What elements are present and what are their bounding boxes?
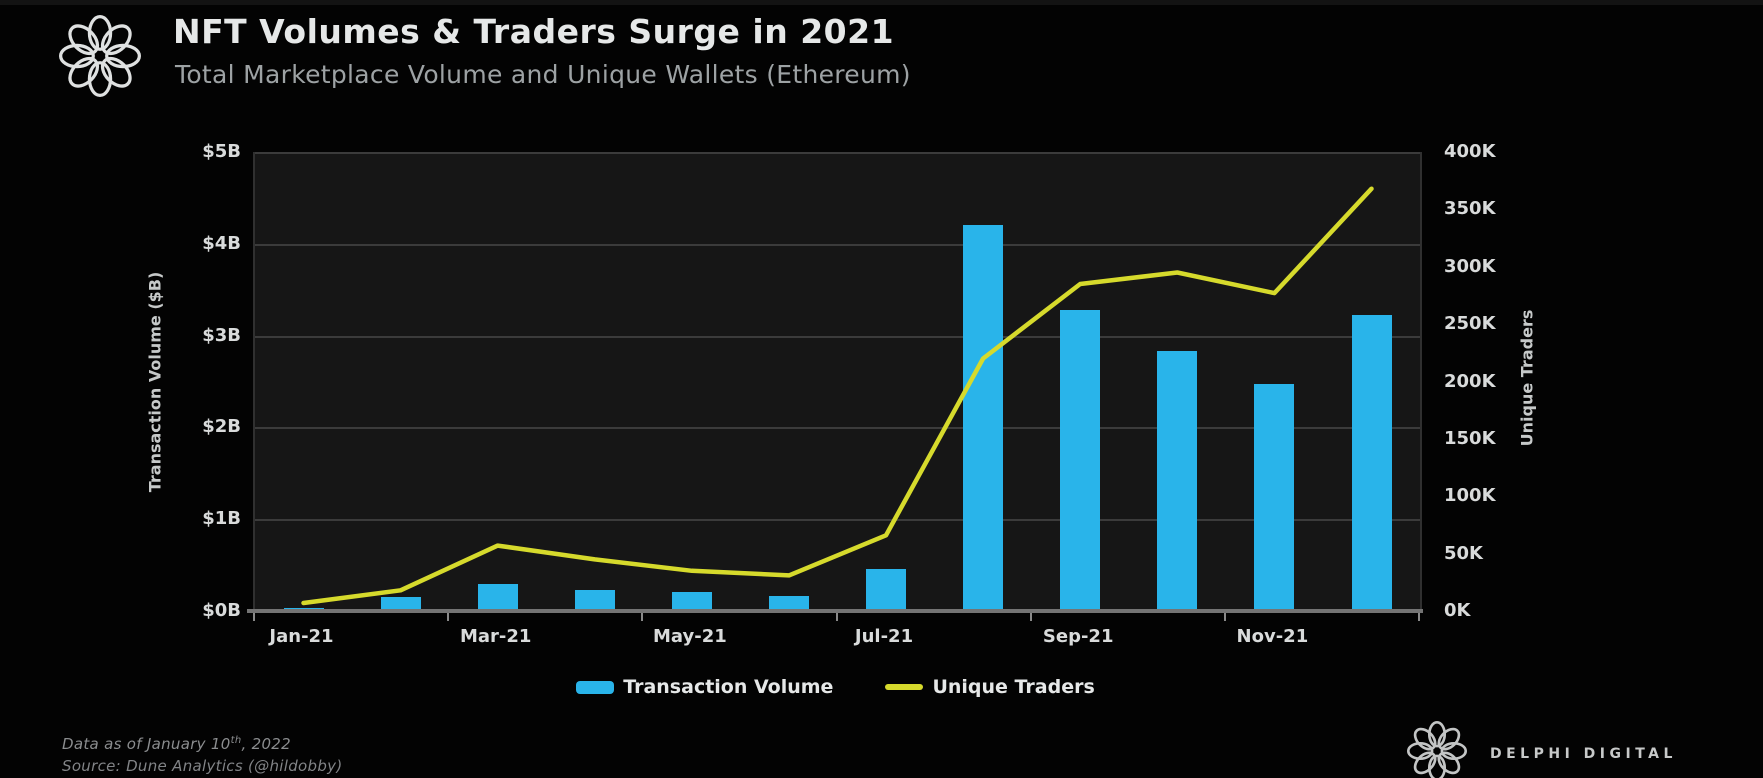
x-axis-tick: [1418, 613, 1420, 621]
right-axis-tick-label: 100K: [1444, 485, 1496, 507]
left-axis-tick-label: $4B: [202, 232, 241, 254]
line-series: [301, 186, 1374, 606]
gridline: [255, 335, 1420, 338]
x-axis-tick-label: Jan-21: [269, 626, 334, 647]
volume-bar: [477, 583, 518, 611]
right-axis-title: Unique Traders: [1517, 309, 1537, 447]
right-axis-tick-label: 0K: [1444, 600, 1471, 621]
x-axis-tick: [447, 613, 450, 621]
gridline: [255, 519, 1420, 522]
gridline: [255, 243, 1420, 246]
x-axis-tick-label: Nov-21: [1236, 626, 1309, 647]
left-axis-tick-label: $3B: [202, 324, 241, 346]
volume-bar: [1157, 351, 1198, 611]
note-text: Data as of January 10: [62, 735, 231, 753]
right-axis-tick-label: 200K: [1444, 370, 1496, 392]
volume-bar: [671, 591, 712, 611]
page-title: NFT Volumes & Traders Surge in 2021: [173, 12, 895, 51]
x-axis-tick: [253, 613, 255, 621]
x-axis-tick-label: Sep-21: [1042, 626, 1114, 647]
legend-item-unique-traders: Unique Traders: [885, 676, 1095, 698]
legend-label: Transaction Volume: [623, 676, 834, 698]
x-axis-tick: [1223, 613, 1226, 621]
volume-bar: [1254, 384, 1295, 611]
x-axis-tick: [1029, 613, 1032, 621]
x-axis-tick: [835, 613, 838, 621]
right-axis-tick-label: 300K: [1444, 255, 1496, 277]
right-axis-tick-label: 350K: [1444, 198, 1496, 220]
chart-plot: [253, 152, 1422, 611]
x-axis-tick: [641, 613, 644, 621]
x-axis-line: [247, 609, 1423, 613]
legend-label: Unique Traders: [932, 676, 1095, 698]
brand-wordmark: DELPHI DIGITAL: [1490, 746, 1677, 762]
note-superscript: th: [230, 735, 242, 746]
x-axis-tick-label: Jul-21: [854, 626, 914, 647]
x-axis-tick-label: Mar-21: [459, 626, 532, 647]
volume-bar: [963, 225, 1004, 611]
volume-bar: [380, 597, 421, 611]
bar-swatch-icon: [576, 680, 615, 694]
x-axis-tick-label: May-21: [653, 626, 727, 647]
data-as-of-note: Data as of January 10th, 2022: [62, 735, 291, 753]
source-note: Source: Dune Analytics (@hildobby): [62, 757, 343, 775]
volume-bar: [1060, 309, 1101, 611]
left-axis-tick-label: $1B: [202, 508, 241, 530]
left-axis-tick-label: $0B: [202, 600, 241, 621]
left-axis-tick-label: $2B: [202, 416, 241, 438]
volume-bar: [574, 589, 615, 611]
volume-bar: [1351, 315, 1392, 611]
left-axis-title: Transaction Volume ($B): [145, 271, 165, 493]
page-subtitle: Total Marketplace Volume and Unique Wall…: [175, 60, 911, 89]
legend: Transaction Volume Unique Traders: [253, 676, 1418, 698]
right-axis-tick-label: 400K: [1444, 141, 1496, 162]
right-axis-tick-label: 150K: [1444, 427, 1496, 449]
gridline: [255, 427, 1420, 430]
delphi-knot-logo-small: [1406, 720, 1468, 778]
legend-item-transaction-volume: Transaction Volume: [576, 676, 833, 698]
right-axis-tick-label: 50K: [1444, 542, 1483, 564]
volume-bar: [866, 568, 906, 611]
right-axis-tick-label: 250K: [1444, 313, 1496, 335]
gridline: [255, 152, 1420, 154]
volume-bar: [769, 596, 809, 611]
note-text: , 2022: [241, 735, 291, 753]
line-swatch-icon: [885, 684, 924, 690]
unique-traders-line: [301, 186, 1374, 606]
delphi-knot-logo: [59, 15, 141, 97]
top-edge-artifact: [0, 0, 1763, 5]
left-axis-tick-label: $5B: [202, 141, 241, 162]
